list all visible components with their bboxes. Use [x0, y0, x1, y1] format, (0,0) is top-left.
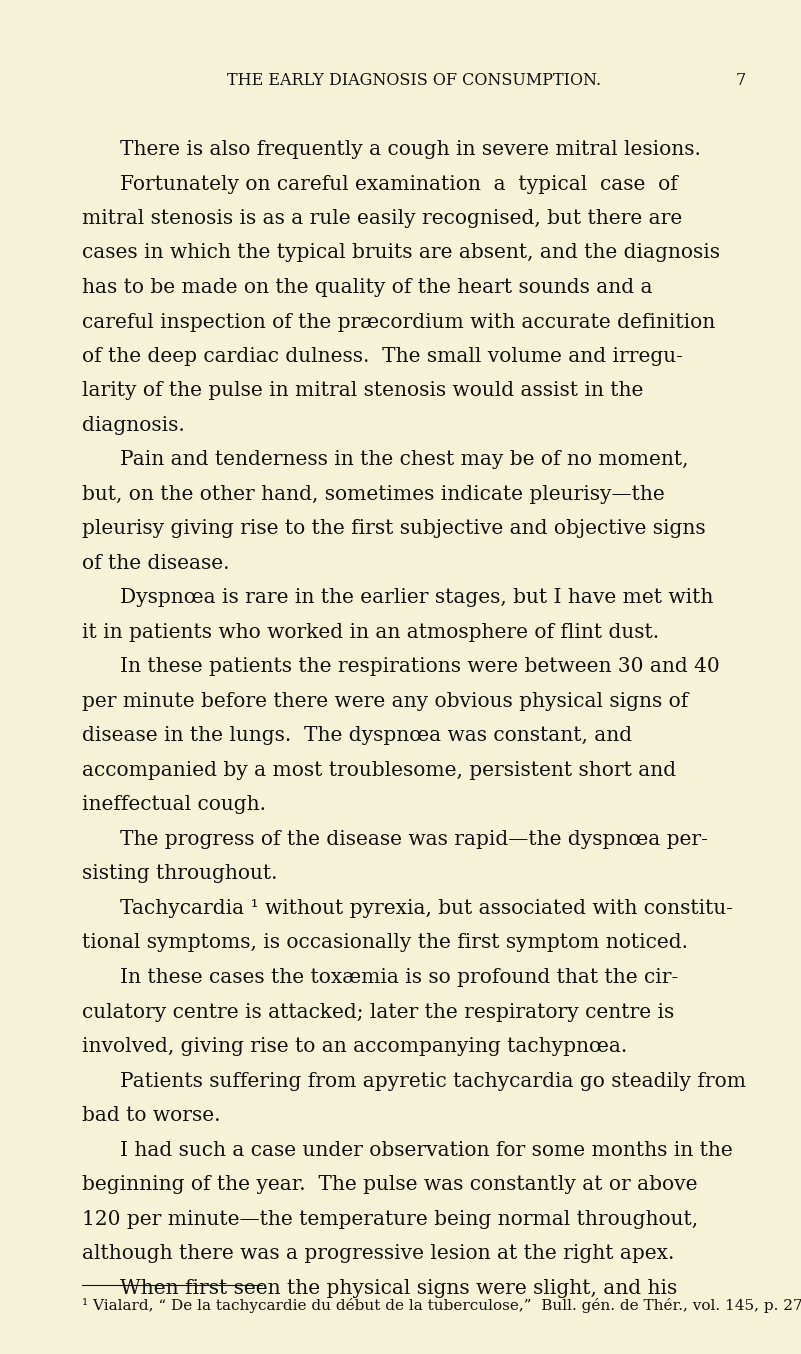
Text: although there was a progressive lesion at the right apex.: although there was a progressive lesion …: [82, 1244, 674, 1263]
Text: The progress of the disease was rapid—the dyspnœa per-: The progress of the disease was rapid—th…: [120, 830, 708, 849]
Text: In these patients the respirations were between 30 and 40: In these patients the respirations were …: [120, 658, 720, 677]
Text: mitral stenosis is as a rule easily recognised, but there are: mitral stenosis is as a rule easily reco…: [82, 209, 682, 227]
Text: beginning of the year.  The pulse was constantly at or above: beginning of the year. The pulse was con…: [82, 1175, 698, 1194]
Text: of the deep cardiac dulness.  The small volume and irregu-: of the deep cardiac dulness. The small v…: [82, 347, 683, 366]
Text: In these cases the toxæmia is so profound that the cir-: In these cases the toxæmia is so profoun…: [120, 968, 678, 987]
Text: Patients suffering from apyretic tachycardia go steadily from: Patients suffering from apyretic tachyca…: [120, 1071, 746, 1090]
Text: tional symptoms, is occasionally the first symptom noticed.: tional symptoms, is occasionally the fir…: [82, 933, 688, 952]
Text: larity of the pulse in mitral stenosis would assist in the: larity of the pulse in mitral stenosis w…: [82, 382, 643, 401]
Text: has to be made on the quality of the heart sounds and a: has to be made on the quality of the hea…: [82, 278, 653, 297]
Text: ¹ Vialard, “ De la tachycardie du début de la tuberculose,”  Bull. gén. de Thér.: ¹ Vialard, “ De la tachycardie du début …: [82, 1298, 801, 1313]
Text: 7: 7: [736, 72, 746, 89]
Text: Tachycardia ¹ without pyrexia, but associated with constitu-: Tachycardia ¹ without pyrexia, but assoc…: [120, 899, 733, 918]
Text: There is also frequently a cough in severe mitral lesions.: There is also frequently a cough in seve…: [120, 139, 701, 158]
Text: pleurisy giving rise to the first subjective and objective signs: pleurisy giving rise to the first subjec…: [82, 520, 706, 539]
Text: ineffectual cough.: ineffectual cough.: [82, 796, 266, 815]
Text: per minute before there were any obvious physical signs of: per minute before there were any obvious…: [82, 692, 688, 711]
Text: but, on the other hand, sometimes indicate pleurisy—the: but, on the other hand, sometimes indica…: [82, 485, 665, 504]
Text: cases in which the typical bruits are absent, and the diagnosis: cases in which the typical bruits are ab…: [82, 244, 720, 263]
Text: Dyspnœa is rare in the earlier stages, but I have met with: Dyspnœa is rare in the earlier stages, b…: [120, 589, 714, 608]
Text: When first seen the physical signs were slight, and his: When first seen the physical signs were …: [120, 1278, 678, 1297]
Text: disease in the lungs.  The dyspnœa was constant, and: disease in the lungs. The dyspnœa was co…: [82, 727, 632, 746]
Text: bad to worse.: bad to worse.: [82, 1106, 220, 1125]
Text: sisting throughout.: sisting throughout.: [82, 864, 277, 884]
Text: culatory centre is attacked; later the respiratory centre is: culatory centre is attacked; later the r…: [82, 1002, 674, 1021]
Text: accompanied by a most troublesome, persistent short and: accompanied by a most troublesome, persi…: [82, 761, 676, 780]
Text: 120 per minute—the temperature being normal throughout,: 120 per minute—the temperature being nor…: [82, 1209, 698, 1228]
Text: involved, giving rise to an accompanying tachypnœa.: involved, giving rise to an accompanying…: [82, 1037, 627, 1056]
Text: Pain and tenderness in the chest may be of no moment,: Pain and tenderness in the chest may be …: [120, 451, 689, 470]
Text: Fortunately on careful examination  a  typical  case  of: Fortunately on careful examination a typ…: [120, 175, 678, 194]
Text: it in patients who worked in an atmosphere of flint dust.: it in patients who worked in an atmosphe…: [82, 623, 659, 642]
Text: of the disease.: of the disease.: [82, 554, 230, 573]
Text: careful inspection of the præcordium with accurate definition: careful inspection of the præcordium wit…: [82, 313, 715, 332]
Text: THE EARLY DIAGNOSIS OF CONSUMPTION.: THE EARLY DIAGNOSIS OF CONSUMPTION.: [227, 72, 601, 89]
Text: diagnosis.: diagnosis.: [82, 416, 185, 435]
Text: I had such a case under observation for some months in the: I had such a case under observation for …: [120, 1140, 733, 1159]
